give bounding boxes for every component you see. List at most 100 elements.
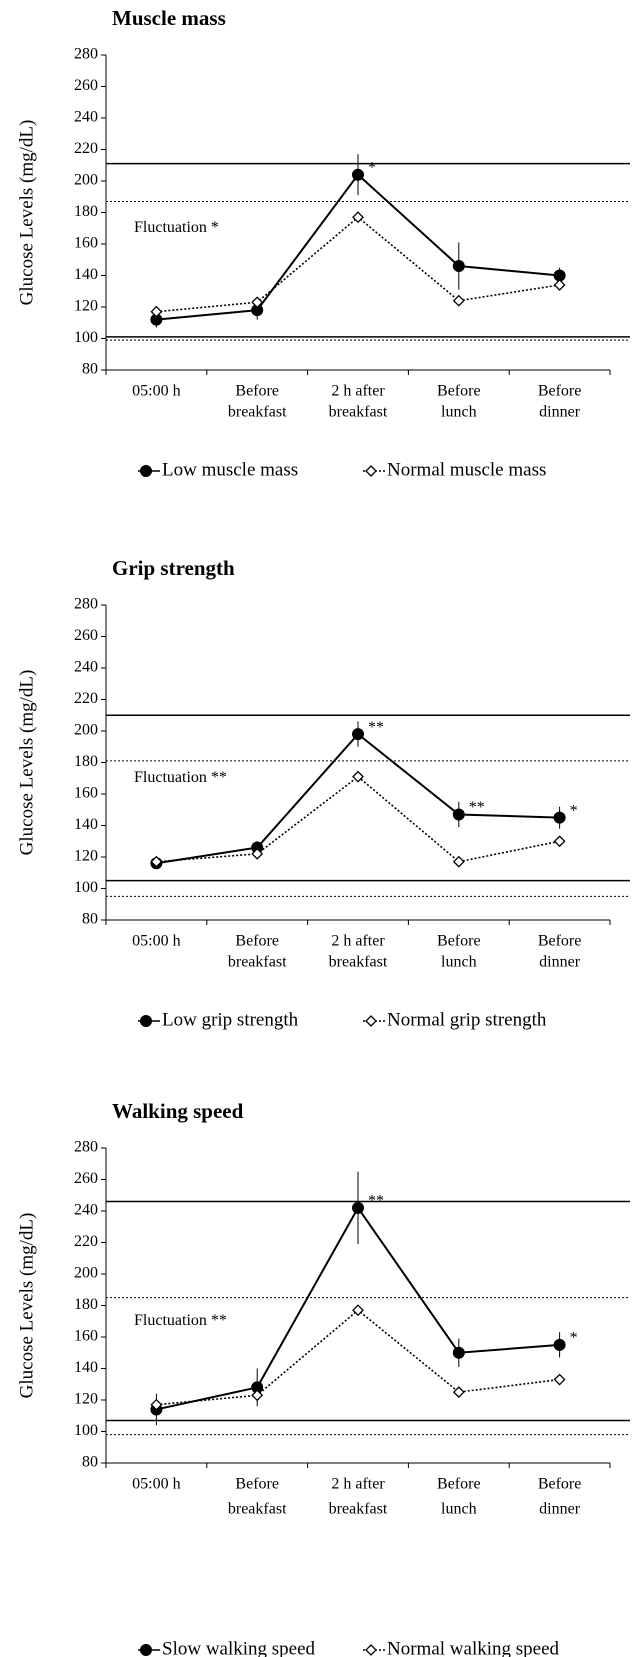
x-tick-label: Before	[538, 933, 582, 950]
y-tick-label: 160	[74, 1328, 98, 1345]
series-line	[156, 173, 560, 321]
y-tick-label: 100	[74, 1422, 98, 1439]
marker	[553, 279, 566, 291]
legend-label: Normal walking speed	[387, 1638, 560, 1657]
series-line	[156, 732, 560, 865]
y-tick-label: 280	[74, 596, 98, 613]
y-tick-label: 220	[74, 690, 98, 707]
y-tick-label: 180	[74, 753, 98, 770]
x-tick-label: dinner	[539, 1501, 581, 1518]
legend-label: Slow walking speed	[162, 1638, 316, 1657]
x-tick-label: breakfast	[329, 404, 388, 421]
significance-label: *	[570, 1330, 578, 1347]
y-tick-label: 140	[74, 266, 98, 283]
marker	[352, 211, 364, 224]
x-tick-label: 2 h after	[331, 383, 385, 400]
marker	[553, 811, 566, 824]
marker	[553, 1338, 566, 1351]
significance-label: **	[368, 719, 384, 736]
x-tick-label: Before	[235, 933, 279, 950]
marker	[150, 855, 163, 868]
x-tick-label: breakfast	[329, 954, 388, 971]
x-tick-label: lunch	[441, 1501, 477, 1518]
x-tick-label: Before	[235, 383, 279, 400]
chart-title: Walking speed	[112, 1099, 244, 1123]
significance-label: **	[368, 1193, 384, 1210]
marker	[352, 1304, 364, 1317]
marker	[352, 1201, 364, 1214]
y-tick-label: 160	[74, 235, 98, 252]
marker	[553, 1373, 566, 1386]
y-tick-label: 240	[74, 1202, 98, 1219]
y-tick-label: 200	[74, 722, 98, 739]
y-tick-label: 120	[74, 1391, 98, 1408]
marker	[150, 1398, 163, 1411]
marker	[352, 168, 364, 181]
y-tick-label: 140	[74, 1359, 98, 1376]
x-tick-label: Before	[538, 383, 582, 400]
y-tick-label: 180	[74, 203, 98, 220]
marker	[140, 1015, 152, 1027]
marker	[452, 260, 465, 273]
y-axis-label: Glucose Levels (mg/dL)	[16, 1213, 37, 1399]
legend-label: Normal muscle mass	[387, 459, 546, 480]
significance-label: **	[469, 799, 485, 816]
x-tick-label: dinner	[539, 954, 581, 971]
x-tick-label: Before	[437, 1476, 481, 1493]
x-tick-label: 2 h after	[331, 933, 385, 950]
chart-title: Grip strength	[112, 556, 235, 580]
chart: Grip strength Glucose Levels (mg/dL) 80 100…	[16, 556, 630, 1030]
y-axis-label: Glucose Levels (mg/dL)	[16, 120, 37, 306]
y-tick-label: 280	[74, 1139, 98, 1156]
y-tick-label: 100	[74, 329, 98, 346]
chart-title: Muscle mass	[112, 6, 226, 30]
series-line	[156, 775, 560, 863]
y-tick-label: 160	[74, 785, 98, 802]
marker	[150, 305, 163, 318]
legend-label: Normal grip strength	[387, 1009, 547, 1030]
x-tick-label: Before	[437, 933, 481, 950]
x-tick-label: lunch	[441, 954, 477, 971]
y-tick-label: 140	[74, 816, 98, 833]
annotation: Fluctuation **	[134, 769, 227, 786]
x-tick-label: 2 h after	[331, 1476, 385, 1493]
chart: Muscle mass Glucose Levels (mg/dL) 80 100 12…	[16, 6, 630, 480]
y-tick-label: 80	[82, 911, 98, 928]
y-tick-label: 120	[74, 848, 98, 865]
annotation: Fluctuation **	[134, 1312, 227, 1329]
y-tick-label: 80	[82, 1454, 98, 1471]
marker	[140, 1644, 152, 1656]
marker	[365, 465, 377, 477]
x-tick-label: 05:00 h	[132, 933, 180, 950]
y-tick-label: 200	[74, 172, 98, 189]
legend-label: Low muscle mass	[162, 459, 298, 480]
y-tick-label: 260	[74, 77, 98, 94]
y-tick-label: 200	[74, 1265, 98, 1282]
y-tick-label: 280	[74, 46, 98, 63]
marker	[452, 1386, 465, 1399]
y-tick-label: 100	[74, 879, 98, 896]
y-tick-label: 240	[74, 659, 98, 676]
y-tick-label: 220	[74, 1233, 98, 1250]
x-tick-label: breakfast	[228, 1501, 287, 1518]
marker	[452, 1346, 465, 1359]
x-tick-label: lunch	[441, 404, 477, 421]
y-tick-label: 260	[74, 1170, 98, 1187]
legend-label: Low grip strength	[162, 1009, 299, 1030]
marker	[365, 1015, 377, 1027]
marker	[251, 296, 264, 309]
y-tick-label: 260	[74, 627, 98, 644]
marker	[452, 855, 465, 868]
marker	[365, 1644, 377, 1656]
x-tick-label: 05:00 h	[132, 1476, 180, 1493]
y-tick-label: 120	[74, 298, 98, 315]
significance-label: *	[368, 159, 376, 176]
marker	[452, 808, 465, 821]
marker	[452, 294, 465, 307]
x-tick-label: Before	[437, 383, 481, 400]
y-tick-label: 80	[82, 361, 98, 378]
x-tick-label: Before	[538, 1476, 582, 1493]
marker	[352, 728, 364, 741]
x-tick-label: dinner	[539, 404, 581, 421]
